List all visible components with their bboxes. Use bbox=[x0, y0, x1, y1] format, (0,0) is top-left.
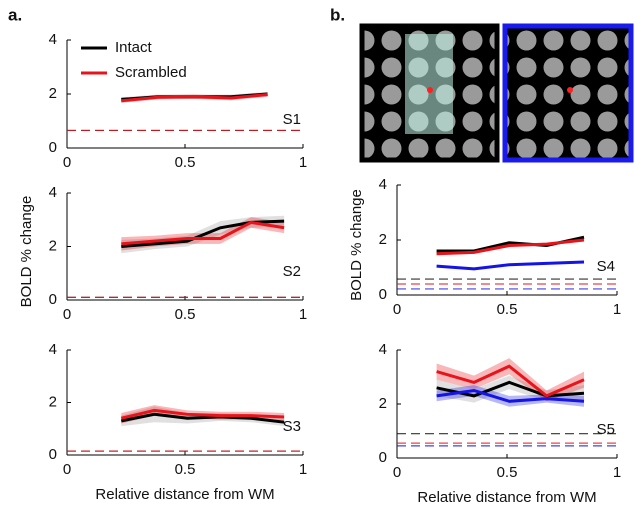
stimulus-scrambled bbox=[502, 23, 634, 163]
panel-label: a. bbox=[8, 5, 22, 24]
y-tick-label: 4 bbox=[49, 31, 57, 48]
series-line bbox=[121, 220, 285, 246]
x-tick-label: 0 bbox=[393, 464, 401, 481]
x-tick-label: 1 bbox=[613, 464, 621, 481]
subject-label: S3 bbox=[283, 418, 301, 435]
subject-label: S2 bbox=[283, 263, 301, 280]
series-line bbox=[436, 364, 585, 398]
x-tick-label: 0.5 bbox=[175, 461, 196, 478]
x-tick-label: 1 bbox=[299, 154, 307, 171]
series-line bbox=[120, 412, 285, 424]
y-tick-label: 0 bbox=[49, 139, 57, 156]
subject-label: S5 bbox=[597, 421, 615, 438]
x-tick-label: 1 bbox=[613, 301, 621, 318]
y-tick-label: 4 bbox=[379, 176, 387, 193]
legend-label: Scrambled bbox=[115, 64, 187, 81]
x-tick-label: 1 bbox=[299, 461, 307, 478]
y-tick-label: 4 bbox=[49, 184, 57, 201]
y-tick-label: 0 bbox=[49, 446, 57, 463]
subject-label: S1 bbox=[283, 111, 301, 128]
subject-label: S4 bbox=[597, 258, 615, 275]
y-tick-label: 2 bbox=[379, 231, 387, 248]
y-tick-label: 2 bbox=[379, 395, 387, 412]
x-tick-label: 0.5 bbox=[497, 301, 518, 318]
y-tick-label: 4 bbox=[379, 341, 387, 358]
x-tick-label: 0 bbox=[63, 306, 71, 323]
y-axis-label: BOLD % change bbox=[348, 189, 365, 301]
series-line bbox=[120, 408, 285, 420]
y-axis-label: BOLD % change bbox=[18, 196, 35, 308]
y-tick-label: 2 bbox=[49, 237, 57, 254]
x-axis-label: Relative distance from WM bbox=[95, 486, 274, 503]
x-tick-label: 0 bbox=[63, 154, 71, 171]
y-tick-label: 4 bbox=[49, 341, 57, 358]
series-line bbox=[436, 238, 585, 256]
x-axis-label: Relative distance from WM bbox=[417, 489, 596, 506]
series-line bbox=[121, 93, 268, 103]
y-tick-label: 2 bbox=[49, 393, 57, 410]
x-tick-label: 0.5 bbox=[175, 306, 196, 323]
y-tick-label: 0 bbox=[379, 449, 387, 466]
y-tick-label: 0 bbox=[49, 291, 57, 308]
x-tick-label: 0.5 bbox=[175, 154, 196, 171]
panel-label: b. bbox=[330, 5, 345, 24]
y-tick-label: 0 bbox=[379, 286, 387, 303]
x-tick-label: 0 bbox=[63, 461, 71, 478]
x-tick-label: 0.5 bbox=[497, 464, 518, 481]
y-tick-label: 2 bbox=[49, 85, 57, 102]
legend-label: Intact bbox=[115, 39, 153, 56]
stimulus-intact bbox=[359, 23, 500, 163]
x-tick-label: 1 bbox=[299, 306, 307, 323]
series-line bbox=[436, 388, 585, 403]
x-tick-label: 0 bbox=[393, 301, 401, 318]
series-line bbox=[436, 260, 585, 271]
error-band bbox=[436, 358, 584, 402]
